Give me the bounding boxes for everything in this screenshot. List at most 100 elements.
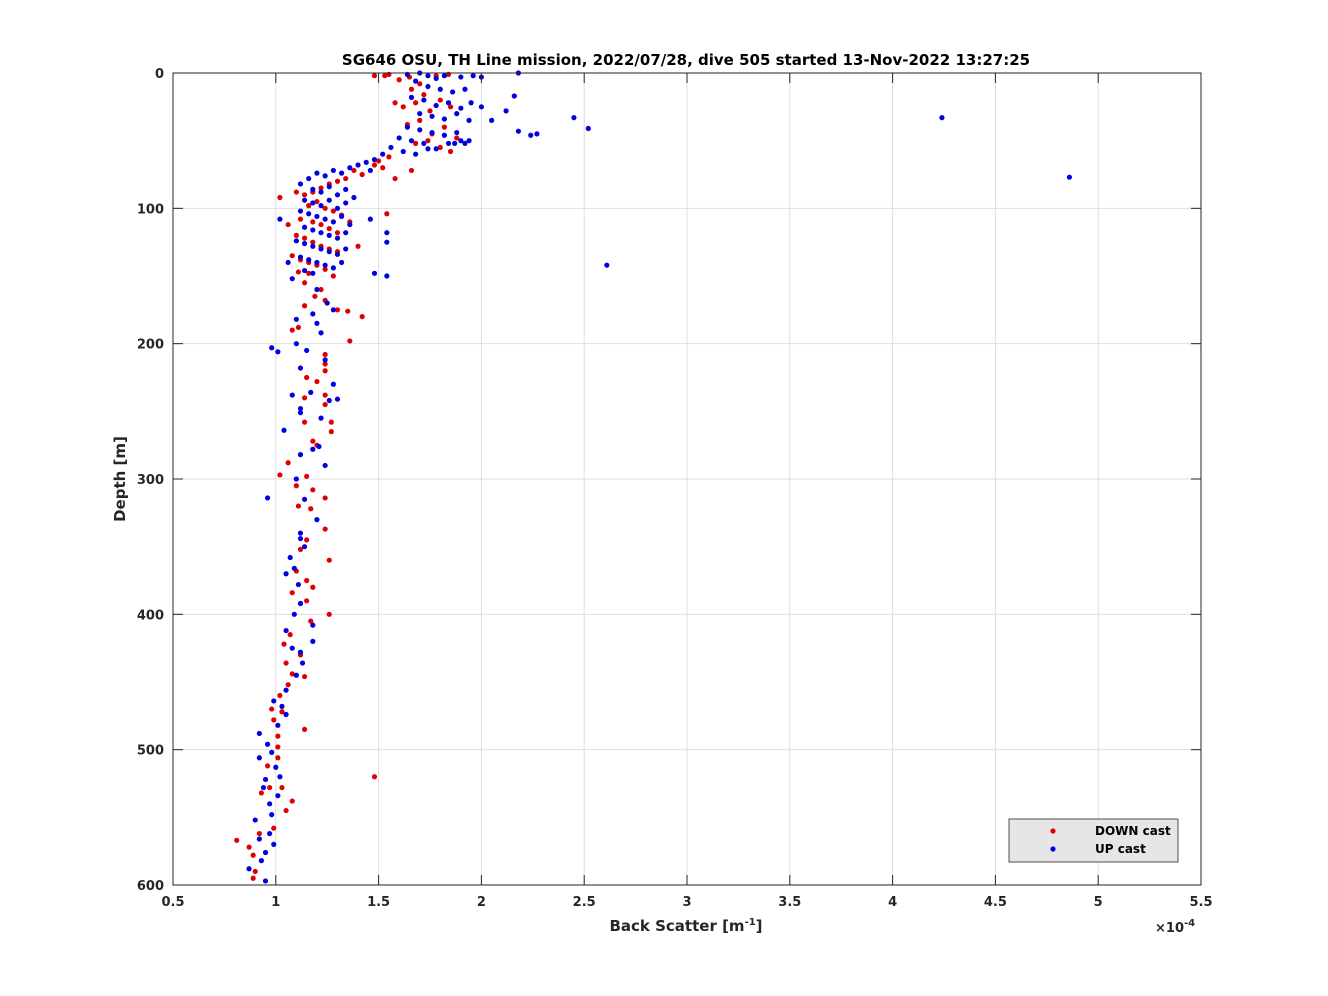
up-cast-point [291, 565, 297, 571]
up-cast-point [281, 427, 287, 433]
down-cast-point [421, 92, 427, 98]
down-cast-point [437, 144, 443, 151]
up-cast-point [314, 259, 320, 266]
up-cast-point [441, 132, 447, 138]
y-axis-title: Depth [m] [111, 436, 129, 522]
up-cast-point [351, 194, 357, 201]
x-tick-label: 4.5 [984, 895, 1007, 910]
up-cast-point [285, 259, 291, 266]
down-cast-point [304, 374, 310, 381]
up-cast-point [417, 111, 423, 117]
up-cast-point [384, 239, 390, 245]
up-cast-point [301, 224, 308, 230]
up-cast-point [452, 140, 458, 146]
up-cast-point [454, 111, 460, 117]
down-cast-point [334, 307, 341, 313]
up-cast-point [269, 812, 275, 818]
down-cast-point [359, 314, 365, 320]
down-cast-point [310, 219, 316, 225]
up-cast-point [283, 687, 289, 693]
down-cast-point [328, 429, 334, 435]
down-cast-point [322, 361, 328, 367]
up-cast-point [458, 138, 464, 144]
up-cast-point [297, 254, 304, 260]
up-cast-point [534, 131, 540, 137]
up-cast-point [433, 102, 439, 109]
up-cast-point [318, 203, 324, 209]
up-cast-point [343, 246, 349, 252]
down-cast-point [396, 77, 402, 83]
up-cast-point [293, 316, 299, 322]
down-cast-point [380, 165, 386, 171]
up-cast-point [299, 660, 306, 666]
up-cast-point [413, 151, 419, 157]
down-cast-point [355, 243, 361, 249]
up-cast-point [334, 192, 341, 198]
down-cast-point [417, 81, 423, 87]
up-cast-point [310, 622, 316, 628]
up-cast-point [277, 216, 283, 222]
down-cast-point [287, 632, 293, 638]
up-cast-point [301, 267, 308, 274]
up-cast-point [293, 238, 299, 244]
down-cast-point [308, 506, 314, 512]
down-cast-point [297, 546, 304, 552]
down-cast-point [318, 221, 324, 228]
up-cast-point [293, 672, 299, 678]
up-cast-point [308, 389, 314, 395]
legend-down-cast-label: DOWN cast [1095, 824, 1171, 838]
up-cast-point [256, 836, 262, 842]
down-cast-point [275, 744, 281, 750]
data-points [234, 70, 1073, 884]
down-cast-point [330, 208, 336, 214]
up-cast-point [310, 311, 316, 317]
down-cast-point [384, 211, 390, 217]
up-cast-point [267, 830, 273, 837]
up-cast-point [433, 75, 439, 82]
down-cast-point [408, 86, 415, 92]
down-cast-point [345, 308, 351, 314]
x-tick-label: 3 [682, 895, 691, 910]
down-cast-point [304, 598, 310, 604]
up-cast-point [289, 276, 295, 282]
down-cast-point [277, 692, 283, 699]
up-cast-point [468, 100, 474, 106]
down-cast-point [343, 175, 349, 182]
down-cast-point [279, 784, 285, 791]
up-cast-point [297, 181, 304, 187]
up-cast-point [347, 165, 353, 171]
down-cast-point [326, 557, 332, 563]
down-cast-point [301, 303, 308, 309]
down-cast-point [312, 293, 318, 299]
up-cast-point [318, 230, 324, 236]
up-cast-point [264, 495, 271, 501]
down-cast-point [279, 709, 285, 715]
up-cast-point [269, 749, 275, 755]
up-cast-point [421, 97, 427, 103]
up-cast-point [1066, 174, 1073, 180]
down-cast-point [308, 618, 314, 624]
up-cast-point [279, 703, 285, 709]
down-cast-point [275, 755, 281, 761]
up-cast-point [324, 300, 330, 306]
down-cast-point [295, 503, 302, 509]
down-cast-point [289, 253, 295, 259]
up-cast-point [371, 270, 378, 276]
down-cast-point [295, 269, 302, 275]
up-cast-point [404, 124, 410, 130]
legend: DOWN cast UP cast [1008, 818, 1179, 863]
up-cast-point [277, 774, 283, 780]
x-tick-label: 0.5 [161, 895, 184, 910]
up-cast-point [262, 776, 269, 783]
up-cast-point [306, 257, 312, 263]
up-cast-point [314, 517, 320, 523]
down-cast-point [322, 368, 328, 374]
up-cast-point [367, 216, 373, 222]
down-cast-point [267, 784, 273, 791]
up-cast-point [338, 170, 345, 176]
up-cast-point [429, 129, 435, 136]
up-cast-point [384, 273, 390, 279]
down-cast-point [304, 577, 310, 584]
up-cast-point [322, 216, 328, 222]
